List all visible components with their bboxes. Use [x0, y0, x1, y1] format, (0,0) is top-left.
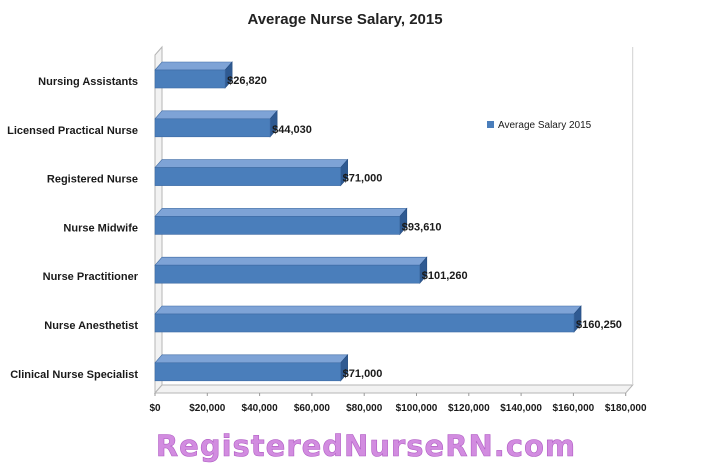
- bar-front: [154, 167, 341, 186]
- bar-top: [154, 305, 582, 315]
- x-tick-label: $160,000: [553, 403, 595, 414]
- legend-label: Average Salary 2015: [498, 120, 592, 131]
- watermark: RegisteredNurseRN.com: [156, 429, 576, 463]
- x-axis-ticks: $0 $20,000 $40,000 $60,000 $80,000 $100,000 $1…: [149, 393, 647, 414]
- bar-front: [154, 362, 341, 382]
- x-tick-label: $100,000: [396, 403, 438, 414]
- category-label: Nursing Assistants: [38, 76, 138, 88]
- bar-top: [154, 159, 349, 168]
- x-tick-label: $180,000: [605, 403, 647, 414]
- bar: [154, 110, 278, 138]
- bar-front: [154, 264, 421, 284]
- chart-title: Average Nurse Salary, 2015: [247, 11, 442, 28]
- bar: [154, 305, 582, 333]
- category-label: Nurse Practitioner: [43, 271, 139, 283]
- data-label: $71,000: [343, 368, 383, 380]
- data-labels: $26,820 $44,030 $71,000 $93,610 $101,260 $160…: [227, 75, 622, 380]
- category-label: Nurse Midwife: [63, 222, 138, 234]
- bar-front: [154, 216, 401, 235]
- bar-top: [154, 208, 408, 217]
- data-label: $160,250: [576, 319, 622, 331]
- bar-top: [154, 354, 349, 364]
- category-labels: Nursing Assistants Licensed Practical Nur…: [7, 76, 139, 381]
- category-label: Registered Nurse: [47, 174, 138, 186]
- bar-top: [154, 61, 233, 71]
- bars: [154, 61, 582, 382]
- category-label: Clinical Nurse Specialist: [10, 369, 138, 381]
- x-tick-label: $140,000: [500, 403, 542, 414]
- data-label: $44,030: [272, 124, 312, 136]
- bar-top: [154, 110, 278, 120]
- bar-front: [154, 69, 226, 89]
- bar-top: [154, 256, 428, 266]
- x-tick-label: $60,000: [294, 403, 331, 414]
- data-label: $26,820: [227, 75, 267, 87]
- category-label: Licensed Practical Nurse: [7, 125, 138, 137]
- x-tick-label: $80,000: [346, 403, 383, 414]
- bar: [154, 256, 428, 284]
- x-tick-label: $40,000: [242, 403, 279, 414]
- x-tick-label: $0: [149, 403, 161, 414]
- data-label: $93,610: [402, 221, 442, 233]
- bar-front: [154, 118, 271, 138]
- x-tick-label: $20,000: [189, 403, 226, 414]
- data-label: $71,000: [343, 173, 383, 185]
- legend-swatch: [487, 121, 494, 128]
- legend: Average Salary 2015: [487, 120, 592, 131]
- bar-front: [154, 313, 575, 333]
- data-label: $101,260: [422, 270, 468, 282]
- bar: [154, 158, 349, 187]
- floor: [153, 384, 634, 394]
- category-label: Nurse Anesthetist: [44, 320, 138, 332]
- bar: [154, 354, 349, 382]
- bar: [154, 207, 408, 236]
- bar: [154, 61, 233, 89]
- x-tick-label: $120,000: [448, 403, 490, 414]
